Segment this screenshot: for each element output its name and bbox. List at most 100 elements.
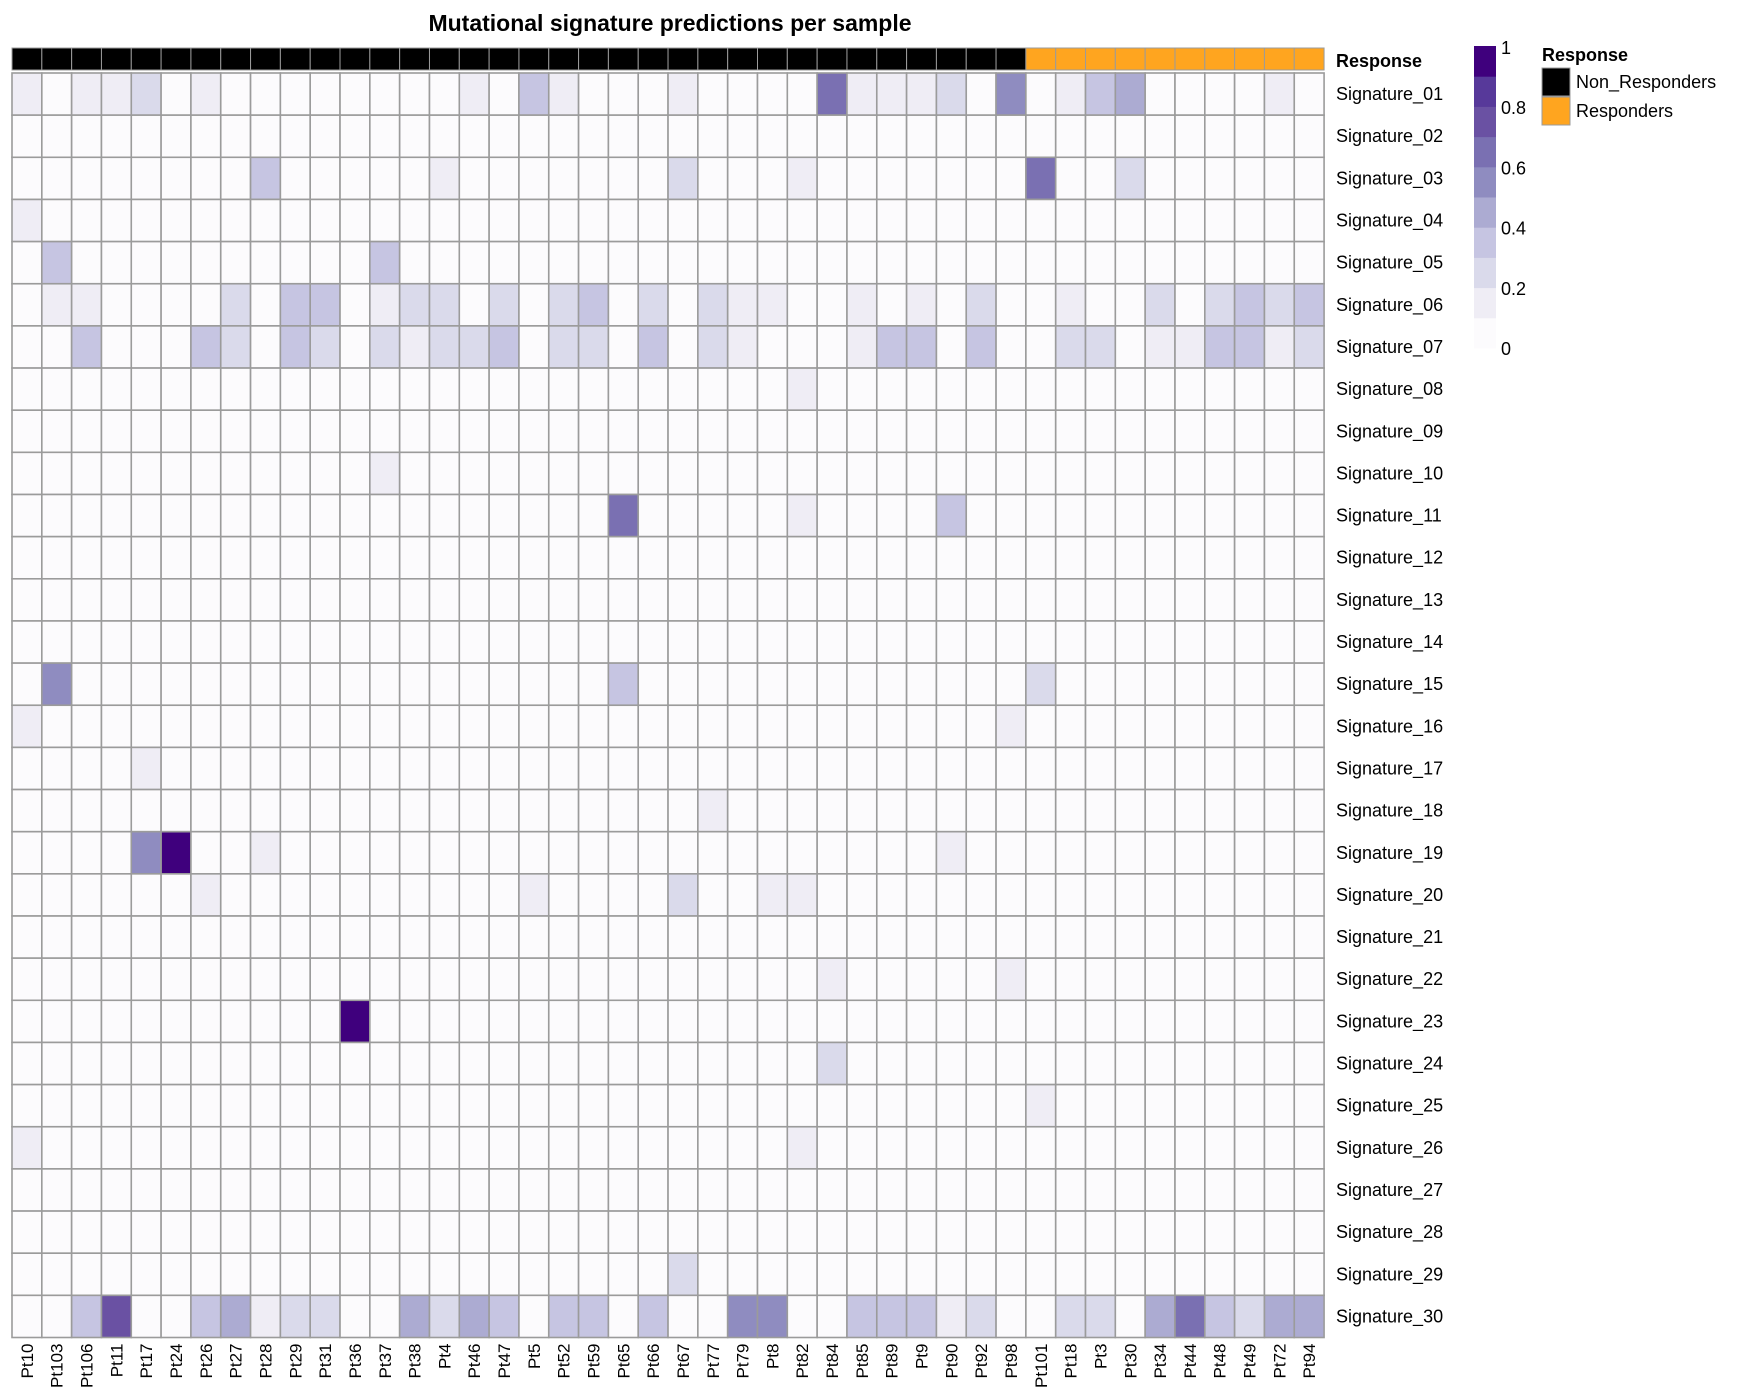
- heatmap-cell: [488, 1252, 520, 1297]
- heatmap-cell: [11, 873, 43, 917]
- heatmap-cell: [1114, 409, 1146, 454]
- heatmap-cell: [1084, 746, 1117, 791]
- heatmap-cell: [1084, 72, 1117, 116]
- column-label: Pt9: [913, 1344, 932, 1370]
- heatmap-cell: [1084, 830, 1117, 875]
- heatmap-cell: [816, 1210, 848, 1255]
- heatmap-cell: [756, 451, 789, 496]
- heatmap-cell: [1233, 493, 1266, 538]
- heatmap-cell: [1204, 1252, 1236, 1297]
- heatmap-cell: [577, 704, 610, 749]
- heatmap-cell: [547, 1294, 580, 1339]
- annotation-cell: [1174, 47, 1206, 71]
- heatmap-cell: [488, 114, 520, 159]
- heatmap-cell: [1233, 409, 1266, 454]
- heatmap-cell: [905, 1041, 938, 1086]
- heatmap-cell: [488, 999, 520, 1044]
- heatmap-cell: [190, 409, 222, 454]
- heatmap-cell: [547, 282, 580, 327]
- annotation-cell: [190, 47, 222, 71]
- heatmap-cell: [488, 957, 520, 1002]
- heatmap-cell: [786, 156, 818, 201]
- heatmap-cell: [398, 451, 431, 496]
- column-label: Pt46: [465, 1344, 484, 1379]
- heatmap-cell: [1144, 198, 1176, 243]
- heatmap-cell: [726, 493, 759, 538]
- heatmap-cell: [726, 282, 759, 327]
- heatmap-cell: [1144, 1125, 1176, 1170]
- heatmap-cell: [160, 198, 192, 243]
- colorbar-segment: [1474, 317, 1496, 349]
- heatmap-cell: [667, 746, 699, 791]
- heatmap-cell: [697, 1083, 729, 1128]
- heatmap-cell: [160, 72, 192, 116]
- column-label: Pt98: [1002, 1344, 1021, 1379]
- heatmap-cell: [190, 367, 222, 411]
- heatmap-cell: [279, 367, 312, 411]
- heatmap-cell: [1054, 325, 1087, 369]
- heatmap-cell: [756, 535, 789, 580]
- heatmap-cell: [607, 788, 640, 833]
- heatmap-cell: [1144, 620, 1176, 664]
- heatmap-cell: [607, 577, 640, 622]
- heatmap-cell: [1025, 704, 1057, 749]
- heatmap-cell: [70, 1210, 103, 1255]
- heatmap-cell: [935, 873, 968, 917]
- heatmap-cell: [875, 367, 908, 411]
- heatmap-cell: [577, 620, 610, 664]
- heatmap-cell: [1144, 577, 1176, 622]
- heatmap-cell: [1263, 325, 1296, 369]
- heatmap-cell: [160, 873, 192, 917]
- heatmap-cell: [1263, 198, 1296, 243]
- heatmap-cell: [369, 367, 401, 411]
- heatmap-cell: [1054, 240, 1087, 285]
- heatmap-cell: [935, 325, 968, 369]
- heatmap-cell: [637, 915, 669, 959]
- heatmap-cell: [488, 282, 520, 327]
- heatmap-cell: [965, 114, 997, 159]
- heatmap-cell: [607, 198, 640, 243]
- column-label: Pt38: [406, 1344, 425, 1379]
- annotation-cell: [100, 47, 132, 71]
- heatmap-cell: [1114, 999, 1146, 1044]
- heatmap-cell: [1263, 873, 1296, 917]
- heatmap-cell: [726, 72, 759, 116]
- heatmap-cell: [1204, 1125, 1236, 1170]
- heatmap-cell: [100, 198, 133, 243]
- heatmap-cell: [458, 1252, 490, 1297]
- heatmap-cell: [309, 873, 341, 917]
- heatmap-cell: [637, 198, 669, 243]
- heatmap-cell: [1263, 72, 1296, 116]
- heatmap-cell: [70, 1294, 103, 1339]
- heatmap-cell: [995, 451, 1027, 496]
- heatmap-cell: [1263, 1294, 1296, 1339]
- heatmap-cell: [1233, 704, 1266, 749]
- heatmap-cell: [935, 535, 968, 580]
- colorbar-tick-label: 0.8: [1501, 98, 1526, 118]
- heatmap-cell: [995, 1210, 1027, 1255]
- heatmap-cell: [816, 72, 848, 116]
- annotation-cell: [965, 47, 997, 71]
- heatmap-cell: [1054, 1041, 1087, 1086]
- heatmap-cell: [398, 1252, 431, 1297]
- heatmap-cell: [726, 788, 759, 833]
- heatmap-cell: [160, 1294, 192, 1339]
- legend-label: Non_Responders: [1576, 72, 1716, 93]
- heatmap-cell: [905, 493, 938, 538]
- heatmap-cell: [369, 282, 401, 327]
- heatmap-cell: [1204, 198, 1236, 243]
- heatmap-cell: [518, 915, 550, 959]
- heatmap-cell: [249, 409, 282, 454]
- heatmap-cell: [369, 1210, 401, 1255]
- heatmap-cell: [41, 830, 73, 875]
- heatmap-cell: [488, 704, 520, 749]
- heatmap-cell: [130, 114, 162, 159]
- heatmap-cell: [1233, 535, 1266, 580]
- heatmap-cell: [1263, 915, 1296, 959]
- heatmap-cell: [726, 830, 759, 875]
- heatmap-cell: [190, 662, 222, 707]
- heatmap-cell: [1233, 1125, 1266, 1170]
- heatmap-cell: [369, 1168, 401, 1212]
- heatmap-cell: [518, 873, 550, 917]
- heatmap-cell: [607, 873, 640, 917]
